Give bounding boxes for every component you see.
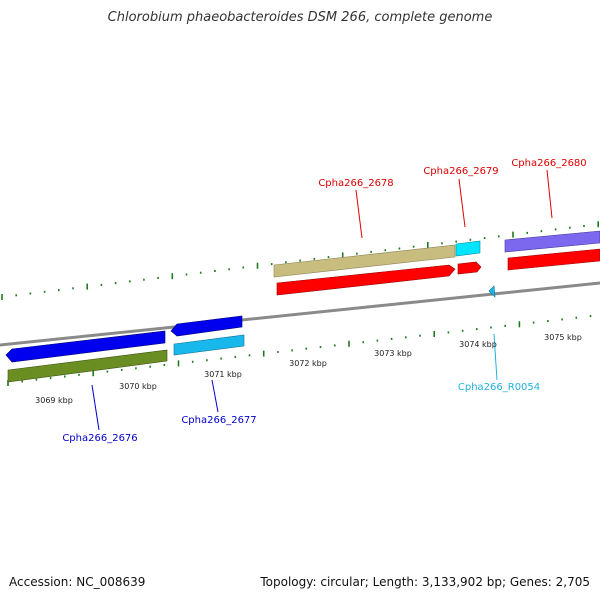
scale-label-3069: 3069 kbp xyxy=(35,396,73,405)
gene-feature-cpha266-2680[interactable] xyxy=(507,248,600,271)
scale-ticks xyxy=(1,221,600,386)
accession-label: Accession: NC_008639 xyxy=(9,575,146,589)
gene-label-cpha266-2676[interactable]: Cpha266_2676 xyxy=(62,433,137,444)
genome-title: Chlorobium phaeobacteroides DSM 266, com… xyxy=(107,10,493,25)
gene-feature-cpha266-2677[interactable] xyxy=(170,315,243,337)
gene-feature-cpha266-2680-purple[interactable] xyxy=(504,230,600,253)
gene-feature-cpha266-r0054[interactable] xyxy=(488,285,496,298)
leader-line-cpha266-2677 xyxy=(211,379,219,413)
leader-line-cpha266-r0054 xyxy=(493,333,498,381)
gene-label-cpha266-2680[interactable]: Cpha266_2680 xyxy=(511,158,586,169)
scale-label-3075: 3075 kbp xyxy=(544,333,582,342)
leader-line-cpha266-2676 xyxy=(91,384,100,431)
gene-label-cpha266-2677[interactable]: Cpha266_2677 xyxy=(181,415,256,426)
gene-label-cpha266-r0054[interactable]: Cpha266_R0054 xyxy=(458,382,540,393)
leader-line-cpha266-2680 xyxy=(546,169,553,219)
topology-label: Topology: circular; Length: 3,133,902 bp… xyxy=(260,575,590,589)
gene-feature-cpha266-2679-cyan[interactable] xyxy=(455,240,481,257)
gene-feature-cpha266-2676-olive[interactable] xyxy=(7,349,168,383)
gene-feature-cpha266-2677-lightblue[interactable] xyxy=(173,334,245,356)
scale-label-3072: 3072 kbp xyxy=(289,359,327,368)
gene-feature-cpha266-2676[interactable] xyxy=(5,330,166,363)
leader-line-cpha266-2678 xyxy=(355,189,363,239)
gene-feature-cpha266-2678[interactable] xyxy=(276,264,456,296)
scale-label-3071: 3071 kbp xyxy=(204,370,242,379)
scale-label-3074: 3074 kbp xyxy=(459,340,497,349)
gene-label-cpha266-2678[interactable]: Cpha266_2678 xyxy=(318,178,393,189)
gene-feature-cpha266-2678-khaki[interactable] xyxy=(273,244,456,278)
leader-line-cpha266-2679 xyxy=(458,178,466,228)
scale-label-3073: 3073 kbp xyxy=(374,349,412,358)
gene-label-cpha266-2679[interactable]: Cpha266_2679 xyxy=(423,166,498,177)
gene-feature-cpha266-2679[interactable] xyxy=(457,261,482,275)
scale-label-3070: 3070 kbp xyxy=(119,382,157,391)
genome-backbone xyxy=(0,281,600,347)
